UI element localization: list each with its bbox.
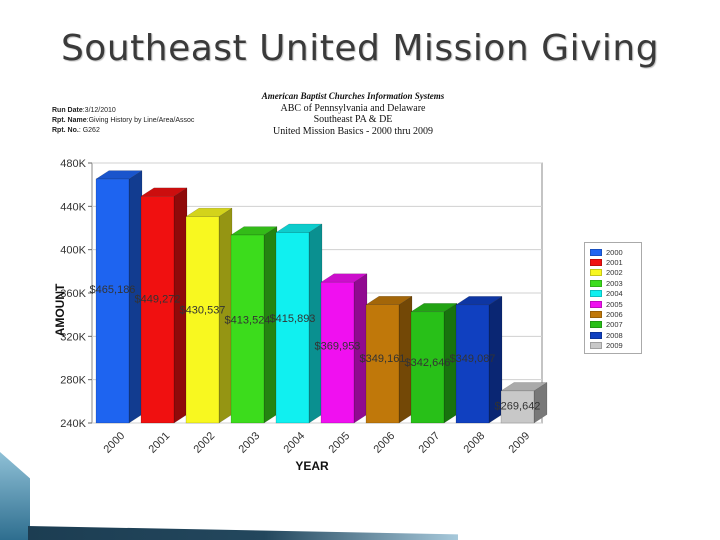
legend-swatch	[590, 342, 602, 350]
legend-label: 2008	[606, 330, 623, 340]
legend-swatch	[590, 290, 602, 298]
chart-legend: 2000 2001 2002 2003 2004 2005 2006 2007 2008 2009	[584, 242, 642, 354]
bar-front	[410, 311, 445, 424]
report-number-line: Rpt. No.: G262	[52, 127, 100, 134]
x-tick-label: 2008	[461, 430, 487, 456]
y-tick-label: 320K	[60, 331, 86, 343]
y-axis-title: AMOUNT	[53, 283, 67, 336]
legend-label: 2007	[606, 320, 623, 330]
run-date-line: Run Date:3/12/2010	[52, 107, 116, 114]
x-axis-title: YEAR	[295, 459, 329, 473]
legend-label: 2001	[606, 258, 623, 268]
y-tick-label: 280K	[60, 375, 86, 387]
bar-front	[230, 234, 265, 424]
data-label: $430,537	[180, 304, 226, 316]
legend-swatch	[590, 300, 602, 308]
legend-label: 2004	[606, 289, 623, 299]
bar-front	[95, 178, 130, 424]
bar-front	[185, 216, 220, 424]
y-tick-label: 360K	[60, 288, 86, 300]
report-line-3: United Mission Basics - 2000 thru 2009	[273, 125, 433, 137]
bar-front	[275, 232, 310, 424]
legend-swatch	[590, 259, 602, 267]
data-label: $369,953	[315, 341, 361, 353]
data-label: $413,524	[225, 315, 271, 327]
report-line-1: ABC of Pennsylvania and Delaware	[280, 102, 426, 114]
x-tick-label: 2001	[146, 430, 172, 456]
legend-label: 2003	[606, 278, 623, 288]
data-label: $449,272	[135, 293, 181, 305]
x-tick-label: 2002	[191, 430, 217, 456]
slide-title: Southeast United Mission Giving	[60, 28, 660, 69]
bar-2005	[320, 273, 368, 424]
bar-front	[500, 390, 535, 424]
x-tick-label: 2005	[326, 430, 352, 456]
x-tick-label: 2000	[101, 430, 127, 456]
data-label: $349,161	[360, 353, 406, 365]
bar-2002	[185, 207, 233, 424]
legend-item-2001: 2001	[590, 257, 637, 267]
legend-label: 2006	[606, 310, 623, 320]
legend-swatch	[590, 321, 602, 329]
legend-swatch	[590, 311, 602, 319]
bar-2000	[95, 170, 143, 424]
legend-item-2007: 2007	[590, 320, 637, 330]
bar-2001	[140, 187, 188, 424]
y-tick-label: 480K	[60, 158, 86, 170]
legend-swatch	[590, 248, 602, 256]
x-tick-label: 2006	[371, 430, 397, 456]
data-label: $349,087	[450, 353, 496, 365]
x-tick-label: 2007	[416, 430, 442, 456]
legend-label: 2000	[606, 247, 623, 257]
bar-front	[320, 281, 355, 424]
legend-item-2006: 2006	[590, 309, 637, 319]
data-label: $269,642	[495, 400, 541, 412]
legend-swatch	[590, 269, 602, 277]
data-label: $342,646	[405, 357, 451, 369]
legend-item-2009: 2009	[590, 341, 637, 351]
legend-item-2003: 2003	[590, 278, 637, 288]
y-tick-label: 440K	[60, 201, 86, 213]
data-label: $465,186	[90, 284, 136, 296]
legend-swatch	[590, 331, 602, 339]
bar-2003	[230, 226, 278, 424]
bar-2004	[275, 223, 323, 424]
legend-item-2004: 2004	[590, 289, 637, 299]
legend-label: 2009	[606, 341, 623, 351]
x-tick-label: 2004	[281, 430, 307, 456]
bar-2007	[410, 302, 458, 424]
report-org: American Baptist Churches Information Sy…	[261, 91, 445, 101]
report-name-line: Rpt. Name:Giving History by Line/Area/As…	[52, 117, 195, 124]
legend-item-2008: 2008	[590, 330, 637, 340]
bar-2008	[455, 295, 503, 424]
y-tick-label: 400K	[60, 245, 86, 257]
bar-2006	[365, 295, 413, 424]
y-tick-label: 240K	[60, 418, 86, 430]
legend-swatch	[590, 279, 602, 287]
legend-item-2000: 2000	[590, 247, 637, 257]
bar-front	[455, 304, 490, 424]
report-line-2: Southeast PA & DE	[313, 114, 393, 125]
report-meta: Run Date:3/12/2010 Rpt. Name:Giving Hist…	[52, 106, 194, 136]
data-label: $415,893	[270, 313, 316, 325]
legend-item-2005: 2005	[590, 299, 637, 309]
bar-2009	[500, 381, 548, 424]
x-tick-label: 2009	[506, 430, 532, 456]
legend-label: 2002	[606, 268, 623, 278]
bar-front	[140, 196, 175, 424]
legend-label: 2005	[606, 299, 623, 309]
x-tick-label: 2003	[236, 430, 262, 456]
legend-item-2002: 2002	[590, 268, 637, 278]
report-header: American Baptist Churches Information Sy…	[248, 91, 458, 137]
bar-front	[365, 304, 400, 424]
